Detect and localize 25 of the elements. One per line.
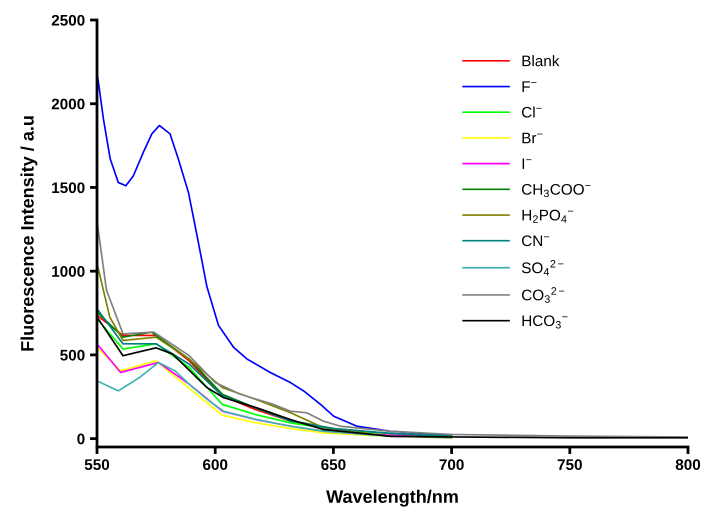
y-tick-label: 1000 [52, 266, 85, 277]
y-tick-label: 500 [60, 350, 85, 361]
legend-label: SO$_{4}$$^{2−}$ [522, 260, 564, 276]
y-tick-label: 1500 [52, 182, 85, 194]
x-tick-label: 800 [676, 459, 700, 470]
legend-label: Br$^{−}$ [522, 132, 542, 144]
y-axis-title: Fluorescence Intensity / a.u [20, 116, 38, 351]
y-tick-label: 2000 [52, 98, 85, 110]
legend-label: Cl$^{−}$ [522, 106, 542, 118]
x-tick-label: 700 [440, 459, 464, 470]
x-tick-label: 750 [558, 459, 582, 470]
legend-label: Blank [522, 55, 560, 66]
x-axis-title: Wavelength/nm [326, 490, 458, 507]
y-tick-label: 0 [77, 433, 85, 444]
legend-label: CO$_{3}$$^{2−}$ [522, 287, 564, 303]
legend-label: H$_{2}$PO$_{4}$$^{−}$ [522, 210, 574, 223]
legend-label: F$^{−}$ [522, 81, 536, 92]
legend-label: I$^{−}$ [522, 158, 532, 169]
legend-label: CN$^{−}$ [522, 235, 550, 246]
legend-label: CH$_{3}$COO$^{−}$ [522, 184, 590, 198]
x-tick-label: 550 [84, 459, 110, 470]
x-tick-label: 600 [203, 459, 228, 470]
legend-label: HCO$_{3}$$^{−}$ [522, 315, 568, 329]
y-tick-label: 2500 [52, 14, 85, 26]
x-tick-label: 650 [321, 459, 346, 470]
